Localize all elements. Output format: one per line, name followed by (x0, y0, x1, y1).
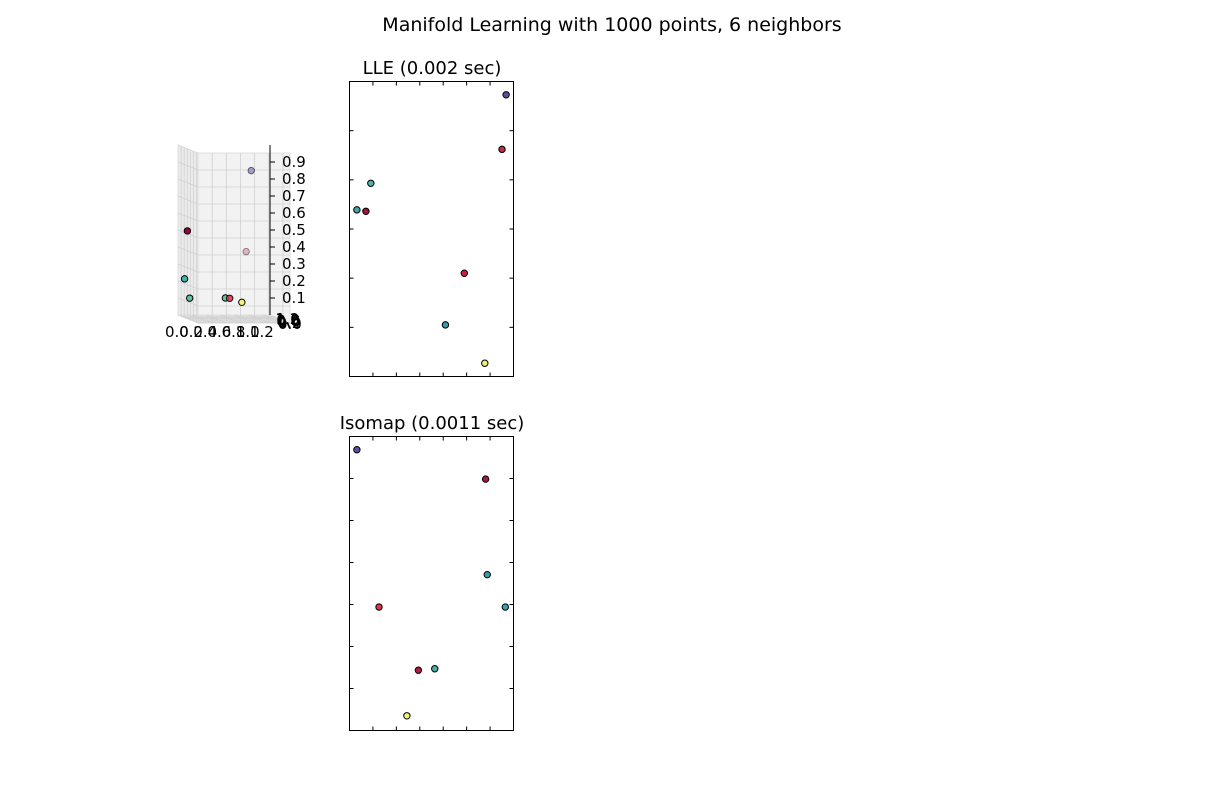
isomap-title: Isomap (0.0011 sec) (340, 413, 525, 434)
panel-3d-box (177, 144, 291, 324)
z-tick-label: 0.7 (282, 187, 306, 205)
p3-point-0 (247, 166, 255, 175)
y-tick-label: 0.2 (278, 314, 302, 332)
p3-point-4 (185, 294, 194, 302)
z-tick-label: 0.9 (282, 153, 306, 171)
y-tick-label: 0.0 (278, 315, 302, 333)
lle-point-6 (441, 321, 450, 329)
isomap-point-2 (483, 570, 491, 579)
p3-point-7 (238, 298, 246, 307)
panel-3d-scatter: 0.90.80.70.60.50.40.30.20.10.00.20.40.60… (165, 144, 306, 341)
isomap-point-7 (403, 712, 411, 720)
isomap-point-3 (501, 603, 509, 611)
grid-line (234, 314, 255, 324)
lle-point-2 (367, 179, 375, 187)
x-tick-label: 0.6 (207, 323, 231, 341)
isomap-points (353, 446, 509, 720)
isomap-point-0 (353, 446, 361, 454)
x-tick-label: 0.2 (179, 323, 203, 341)
panel-3d-points (180, 166, 255, 307)
panel-3d-tick-labels: 0.90.80.70.60.50.40.30.20.10.00.20.40.60… (165, 153, 306, 341)
y-tick-label: 1.0 (276, 311, 300, 329)
lle-point-0 (502, 91, 510, 99)
lle-point-3 (353, 206, 361, 214)
x-tick-label: 0.0 (165, 323, 189, 341)
z-tick-label: 0.1 (282, 289, 306, 307)
isomap-axes-frame (349, 436, 514, 731)
p3-point-3 (180, 275, 189, 283)
p3-point-6 (225, 294, 234, 302)
y-tick-label: 1.2 (275, 310, 299, 328)
lle-point-5 (460, 269, 468, 277)
z-tick-label: 0.8 (282, 170, 306, 188)
y-tick-label: 0.4 (277, 313, 301, 331)
z-tick-label: 0.4 (282, 238, 306, 256)
x-tick-label: 0.4 (193, 323, 217, 341)
x-tick-label: 1.0 (236, 323, 260, 341)
isomap-point-6 (414, 666, 423, 674)
lle-axes-frame (349, 81, 514, 377)
z-tick-label: 0.2 (282, 272, 306, 290)
isomap-ticks (349, 436, 514, 731)
lle-title: LLE (0.002 sec) (363, 58, 502, 79)
panel-isomap: Isomap (0.0011 sec) (340, 413, 525, 731)
isomap-point-4 (375, 603, 383, 611)
lle-point-7 (481, 359, 489, 367)
z-tick-label: 0.5 (282, 221, 306, 239)
x-tick-label: 1.2 (250, 323, 274, 341)
x-tick-label: 0.8 (222, 323, 246, 341)
lle-point-1 (498, 145, 506, 154)
z-tick-label: 0.3 (282, 255, 306, 273)
panel-lle: LLE (0.002 sec) (349, 58, 514, 377)
grid-line (262, 314, 284, 324)
grid-line (248, 314, 269, 324)
isomap-point-1 (481, 475, 490, 483)
p3-point-1 (183, 227, 192, 235)
lle-point-4 (362, 207, 370, 216)
y-tick-label: 0.6 (277, 312, 301, 330)
p3-point-2 (242, 247, 250, 256)
figure-suptitle: Manifold Learning with 1000 points, 6 ne… (382, 14, 841, 36)
isomap-point-5 (431, 665, 439, 673)
z-tick-label: 0.6 (282, 204, 306, 222)
y-tick-label: 0.8 (276, 312, 300, 330)
lle-ticks (349, 81, 514, 377)
lle-points (353, 91, 510, 367)
